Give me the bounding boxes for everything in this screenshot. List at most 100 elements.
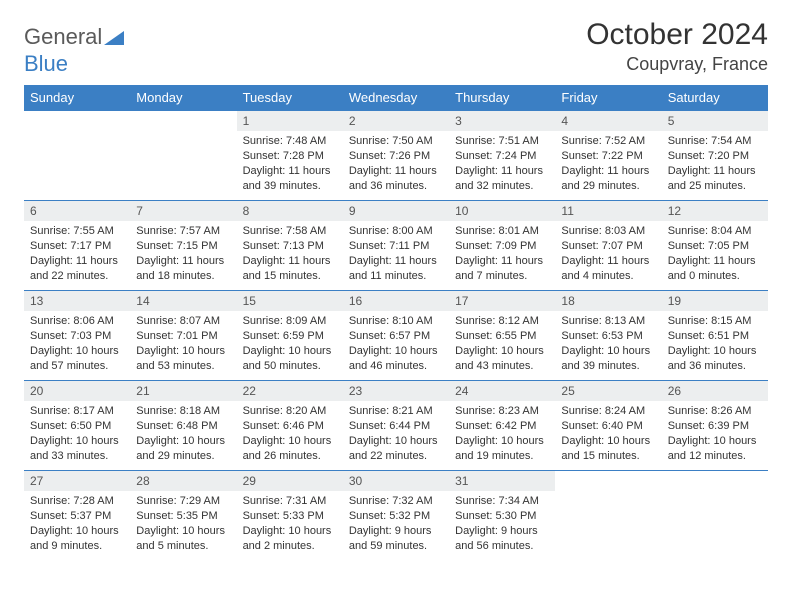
logo: General Blue: [24, 24, 124, 77]
day-info: Sunrise: 7:52 AMSunset: 7:22 PMDaylight:…: [555, 131, 661, 199]
daylight-line: Daylight: 10 hours and 53 minutes.: [136, 344, 230, 374]
sunrise-line: Sunrise: 7:58 AM: [243, 224, 337, 239]
calendar-page: General Blue October 2024 Coupvray, Fran…: [0, 0, 792, 561]
day-cell: 6Sunrise: 7:55 AMSunset: 7:17 PMDaylight…: [24, 201, 130, 291]
daylight-line: Daylight: 9 hours and 59 minutes.: [349, 524, 443, 554]
day-info: Sunrise: 8:13 AMSunset: 6:53 PMDaylight:…: [555, 311, 661, 379]
day-info: Sunrise: 7:32 AMSunset: 5:32 PMDaylight:…: [343, 491, 449, 559]
day-info: Sunrise: 7:50 AMSunset: 7:26 PMDaylight:…: [343, 131, 449, 199]
day-number: 8: [237, 201, 343, 221]
sunset-line: Sunset: 7:26 PM: [349, 149, 443, 164]
day-number: 9: [343, 201, 449, 221]
daylight-line: Daylight: 11 hours and 32 minutes.: [455, 164, 549, 194]
sunset-line: Sunset: 6:51 PM: [668, 329, 762, 344]
daylight-line: Daylight: 11 hours and 15 minutes.: [243, 254, 337, 284]
weekday-header: Friday: [555, 85, 661, 111]
daylight-line: Daylight: 10 hours and 57 minutes.: [30, 344, 124, 374]
sunset-line: Sunset: 6:48 PM: [136, 419, 230, 434]
day-number: 27: [24, 471, 130, 491]
daylight-line: Daylight: 10 hours and 2 minutes.: [243, 524, 337, 554]
day-info: Sunrise: 8:06 AMSunset: 7:03 PMDaylight:…: [24, 311, 130, 379]
sunrise-line: Sunrise: 8:01 AM: [455, 224, 549, 239]
sunset-line: Sunset: 7:09 PM: [455, 239, 549, 254]
daylight-line: Daylight: 11 hours and 36 minutes.: [349, 164, 443, 194]
day-cell: 31Sunrise: 7:34 AMSunset: 5:30 PMDayligh…: [449, 471, 555, 561]
day-cell: [555, 471, 661, 561]
sunset-line: Sunset: 6:57 PM: [349, 329, 443, 344]
day-number: 4: [555, 111, 661, 131]
day-cell: 16Sunrise: 8:10 AMSunset: 6:57 PMDayligh…: [343, 291, 449, 381]
sunrise-line: Sunrise: 8:20 AM: [243, 404, 337, 419]
sunrise-line: Sunrise: 7:50 AM: [349, 134, 443, 149]
day-cell: 21Sunrise: 8:18 AMSunset: 6:48 PMDayligh…: [130, 381, 236, 471]
day-info: Sunrise: 7:34 AMSunset: 5:30 PMDaylight:…: [449, 491, 555, 559]
day-cell: 3Sunrise: 7:51 AMSunset: 7:24 PMDaylight…: [449, 111, 555, 201]
day-info: Sunrise: 8:23 AMSunset: 6:42 PMDaylight:…: [449, 401, 555, 469]
month-title: October 2024: [586, 18, 768, 52]
sunset-line: Sunset: 6:50 PM: [30, 419, 124, 434]
weekday-header: Saturday: [662, 85, 768, 111]
weekday-header: Tuesday: [237, 85, 343, 111]
sunrise-line: Sunrise: 8:04 AM: [668, 224, 762, 239]
sunset-line: Sunset: 5:35 PM: [136, 509, 230, 524]
day-cell: 19Sunrise: 8:15 AMSunset: 6:51 PMDayligh…: [662, 291, 768, 381]
day-info: Sunrise: 8:09 AMSunset: 6:59 PMDaylight:…: [237, 311, 343, 379]
week-row: 1Sunrise: 7:48 AMSunset: 7:28 PMDaylight…: [24, 111, 768, 201]
day-cell: 27Sunrise: 7:28 AMSunset: 5:37 PMDayligh…: [24, 471, 130, 561]
day-info: Sunrise: 8:00 AMSunset: 7:11 PMDaylight:…: [343, 221, 449, 289]
day-number: 17: [449, 291, 555, 311]
day-cell: 24Sunrise: 8:23 AMSunset: 6:42 PMDayligh…: [449, 381, 555, 471]
day-number: 7: [130, 201, 236, 221]
day-cell: 2Sunrise: 7:50 AMSunset: 7:26 PMDaylight…: [343, 111, 449, 201]
sunrise-line: Sunrise: 8:26 AM: [668, 404, 762, 419]
day-info: Sunrise: 8:01 AMSunset: 7:09 PMDaylight:…: [449, 221, 555, 289]
sunrise-line: Sunrise: 8:12 AM: [455, 314, 549, 329]
day-cell: 11Sunrise: 8:03 AMSunset: 7:07 PMDayligh…: [555, 201, 661, 291]
day-info: Sunrise: 8:18 AMSunset: 6:48 PMDaylight:…: [130, 401, 236, 469]
daylight-line: Daylight: 11 hours and 22 minutes.: [30, 254, 124, 284]
daylight-line: Daylight: 10 hours and 39 minutes.: [561, 344, 655, 374]
day-info: Sunrise: 7:31 AMSunset: 5:33 PMDaylight:…: [237, 491, 343, 559]
week-row: 27Sunrise: 7:28 AMSunset: 5:37 PMDayligh…: [24, 471, 768, 561]
header: General Blue October 2024 Coupvray, Fran…: [24, 18, 768, 77]
weekday-header: Wednesday: [343, 85, 449, 111]
day-info: Sunrise: 7:55 AMSunset: 7:17 PMDaylight:…: [24, 221, 130, 289]
day-number: 23: [343, 381, 449, 401]
day-number: 21: [130, 381, 236, 401]
sunrise-line: Sunrise: 8:17 AM: [30, 404, 124, 419]
daylight-line: Daylight: 10 hours and 50 minutes.: [243, 344, 337, 374]
day-number: 19: [662, 291, 768, 311]
day-cell: 29Sunrise: 7:31 AMSunset: 5:33 PMDayligh…: [237, 471, 343, 561]
sunrise-line: Sunrise: 7:29 AM: [136, 494, 230, 509]
sunrise-line: Sunrise: 7:32 AM: [349, 494, 443, 509]
sunrise-line: Sunrise: 8:06 AM: [30, 314, 124, 329]
sunrise-line: Sunrise: 7:34 AM: [455, 494, 549, 509]
sunset-line: Sunset: 5:30 PM: [455, 509, 549, 524]
sunrise-line: Sunrise: 8:09 AM: [243, 314, 337, 329]
sunrise-line: Sunrise: 8:03 AM: [561, 224, 655, 239]
day-number: 20: [24, 381, 130, 401]
day-number: 16: [343, 291, 449, 311]
daylight-line: Daylight: 11 hours and 11 minutes.: [349, 254, 443, 284]
calendar-table: Sunday Monday Tuesday Wednesday Thursday…: [24, 85, 768, 561]
day-info: Sunrise: 8:10 AMSunset: 6:57 PMDaylight:…: [343, 311, 449, 379]
daylight-line: Daylight: 10 hours and 19 minutes.: [455, 434, 549, 464]
day-info: Sunrise: 7:58 AMSunset: 7:13 PMDaylight:…: [237, 221, 343, 289]
sunset-line: Sunset: 7:17 PM: [30, 239, 124, 254]
day-info: Sunrise: 7:48 AMSunset: 7:28 PMDaylight:…: [237, 131, 343, 199]
day-number: 3: [449, 111, 555, 131]
sunrise-line: Sunrise: 7:57 AM: [136, 224, 230, 239]
day-info: Sunrise: 8:12 AMSunset: 6:55 PMDaylight:…: [449, 311, 555, 379]
sunrise-line: Sunrise: 8:18 AM: [136, 404, 230, 419]
day-info: Sunrise: 7:57 AMSunset: 7:15 PMDaylight:…: [130, 221, 236, 289]
day-info: Sunrise: 8:04 AMSunset: 7:05 PMDaylight:…: [662, 221, 768, 289]
daylight-line: Daylight: 10 hours and 15 minutes.: [561, 434, 655, 464]
week-row: 13Sunrise: 8:06 AMSunset: 7:03 PMDayligh…: [24, 291, 768, 381]
day-cell: 30Sunrise: 7:32 AMSunset: 5:32 PMDayligh…: [343, 471, 449, 561]
location: Coupvray, France: [586, 54, 768, 75]
day-info: Sunrise: 7:29 AMSunset: 5:35 PMDaylight:…: [130, 491, 236, 559]
sunset-line: Sunset: 6:44 PM: [349, 419, 443, 434]
day-number: 29: [237, 471, 343, 491]
sunrise-line: Sunrise: 8:00 AM: [349, 224, 443, 239]
sunrise-line: Sunrise: 7:31 AM: [243, 494, 337, 509]
